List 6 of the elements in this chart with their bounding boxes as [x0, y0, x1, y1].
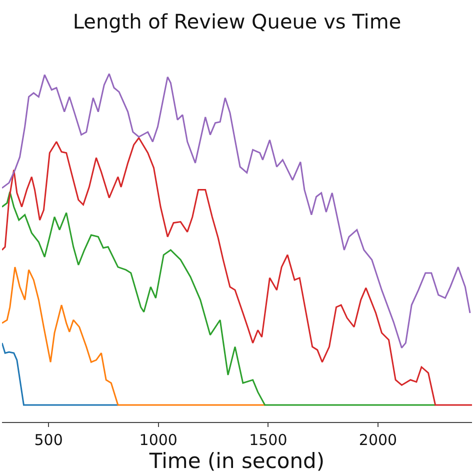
x-tick-label: 500 — [34, 431, 63, 450]
x-tick-label: 1500 — [249, 431, 288, 450]
chart-title: Length of Review Queue vs Time — [72, 9, 402, 34]
x-tick-label: 2000 — [358, 431, 398, 450]
x-tick-label: 1000 — [139, 431, 178, 450]
x-axis-title: Time (in second) — [148, 449, 325, 474]
